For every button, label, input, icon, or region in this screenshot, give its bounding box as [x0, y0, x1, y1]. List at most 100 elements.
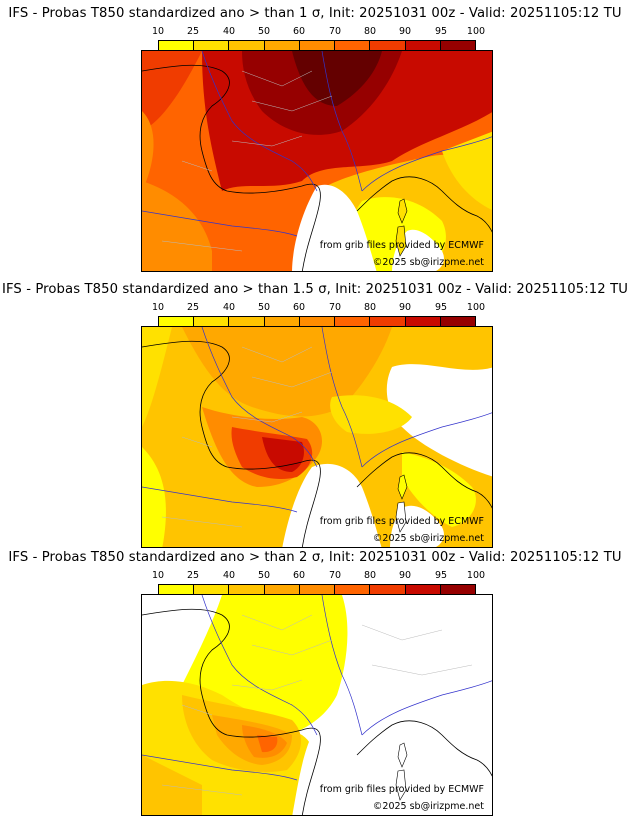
country-border — [321, 327, 363, 468]
colorbar-tick-label: 50 — [257, 570, 271, 581]
colorbar-tick-label: 25 — [186, 302, 200, 313]
colorbar-tick-label: 100 — [466, 302, 486, 313]
ecmwf-credit: from grib files provided by ECMWF — [319, 240, 484, 251]
regional-boundary — [161, 346, 333, 528]
copyright-credit: ©2025 sb@irizpme.net — [372, 533, 484, 544]
colorbar-segment — [335, 585, 371, 594]
colorbar-tick-label: 60 — [292, 302, 306, 313]
colorbar-segment — [335, 41, 371, 50]
colorbar-tick-label: 90 — [398, 302, 412, 313]
colorbar-tick-label: 70 — [328, 570, 342, 581]
country-border — [201, 51, 318, 192]
colorbar-tick-label: 10 — [151, 26, 165, 37]
colorbar-tick-label: 50 — [257, 302, 271, 313]
colorbar-segment — [335, 317, 371, 326]
colorbar-tick-label: 70 — [328, 26, 342, 37]
prob-area-60 — [142, 111, 154, 191]
colorbar-segment — [299, 317, 336, 326]
colorbar-segment — [194, 317, 230, 326]
map-frame[interactable]: from grib files provided by ECMWF ©2025 … — [141, 50, 493, 272]
corsica-island — [397, 742, 408, 768]
colorbar-segment — [229, 317, 265, 326]
prob-area-25 — [330, 395, 412, 434]
colorbar-tick-label: 50 — [257, 26, 271, 37]
coastline — [142, 64, 321, 271]
colorbar-segment — [405, 317, 441, 326]
country-border — [321, 595, 363, 736]
copyright-credit: ©2025 sb@irizpme.net — [372, 801, 484, 812]
ecmwf-credit: from grib files provided by ECMWF — [319, 784, 484, 795]
colorbar-tick-label: 10 — [151, 302, 165, 313]
coastline — [356, 176, 492, 233]
colorbar-segment — [264, 585, 300, 594]
country-border — [321, 51, 363, 192]
colorbar-tick-label: 90 — [398, 570, 412, 581]
map-panel-1: IFS - Probas T850 standardized ano > tha… — [0, 0, 630, 276]
country-border — [361, 412, 492, 468]
country-border — [142, 210, 298, 237]
colorbar-tick-label: 40 — [222, 570, 236, 581]
country-border — [201, 595, 318, 736]
colorbar-segment — [194, 585, 230, 594]
map-panel-2: IFS - Probas T850 standardized ano > tha… — [0, 276, 630, 552]
prob-area-90 — [262, 437, 304, 472]
colorbar-segment — [299, 585, 336, 594]
colorbar-tick-label: 40 — [222, 26, 236, 37]
copyright-credit: ©2025 sb@irizpme.net — [372, 257, 484, 268]
corsica-island — [397, 474, 408, 500]
colorbar-tick-label: 70 — [328, 302, 342, 313]
prob-area-100 — [292, 51, 382, 106]
colorbar-tick-label: 40 — [222, 302, 236, 313]
prob-area-40 — [142, 755, 202, 815]
panel-title: IFS - Probas T850 standardized ano > tha… — [8, 550, 622, 565]
colorbar-segment — [264, 317, 300, 326]
prob-area-70 — [257, 735, 278, 753]
coastline — [356, 452, 492, 509]
sardinia-island — [395, 501, 407, 533]
colorbar-tick-label: 100 — [466, 26, 486, 37]
prob-area-25 — [142, 327, 172, 427]
country-border — [361, 136, 492, 192]
colorbar-tick-label: 80 — [363, 26, 377, 37]
colorbar-segment — [405, 585, 441, 594]
map-frame[interactable]: from grib files provided by ECMWF ©2025 … — [141, 594, 493, 816]
map-panel-3: IFS - Probas T850 standardized ano > tha… — [0, 544, 630, 820]
prob-area-80 — [142, 51, 202, 131]
colorbar-segment — [440, 41, 475, 50]
colorbar-segment — [440, 317, 475, 326]
sardinia-island — [395, 769, 407, 801]
ecmwf-credit: from grib files provided by ECMWF — [319, 516, 484, 527]
colorbar-tick-label: 90 — [398, 26, 412, 37]
country-border — [142, 486, 298, 513]
country-border — [201, 327, 318, 468]
prob-area-10 — [402, 452, 476, 527]
country-border — [361, 680, 492, 736]
below-threshold-area — [386, 364, 492, 477]
colorbar-segment — [159, 585, 195, 594]
colorbar-segment — [159, 317, 195, 326]
coastline — [142, 608, 321, 815]
sardinia-island — [395, 225, 407, 257]
map-frame[interactable]: from grib files provided by ECMWF ©2025 … — [141, 326, 493, 548]
colorbar-tick-label: 80 — [363, 570, 377, 581]
colorbar-segment — [370, 317, 406, 326]
colorbar-tick-label: 60 — [292, 570, 306, 581]
panel-title: IFS - Probas T850 standardized ano > tha… — [1, 282, 628, 297]
colorbar-segment — [159, 41, 195, 50]
colorbar-segment — [194, 41, 230, 50]
regional-boundary — [161, 614, 473, 796]
prob-area-50 — [182, 327, 392, 417]
colorbar-segment — [370, 41, 406, 50]
colorbar-segment — [299, 41, 336, 50]
colorbar-tick-label: 80 — [363, 302, 377, 313]
colorbar-segment — [229, 585, 265, 594]
coastline — [142, 340, 321, 547]
prob-area-10 — [142, 447, 166, 547]
colorbar-tick-label: 25 — [186, 26, 200, 37]
country-border — [142, 754, 298, 781]
colorbar-segment — [370, 585, 406, 594]
colorbar-tick-label: 95 — [434, 570, 448, 581]
colorbar-tick-label: 25 — [186, 570, 200, 581]
colorbar-segment — [229, 41, 265, 50]
colorbar-segment — [440, 585, 475, 594]
